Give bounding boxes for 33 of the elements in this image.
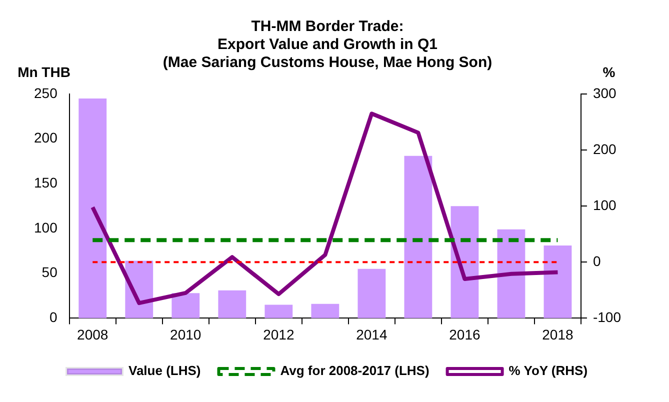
x-tick-label: 2018	[542, 326, 574, 342]
x-tick-label: 2014	[356, 326, 388, 342]
bar	[172, 293, 200, 318]
x-tick-label: 2010	[170, 326, 202, 342]
y-tick-label: 200	[34, 130, 58, 146]
bar	[311, 304, 340, 318]
legend-label: Avg for 2008-2017 (LHS)	[280, 363, 430, 378]
legend-label: % YoY (RHS)	[508, 363, 588, 378]
bar	[218, 290, 246, 318]
y2-axis-title: %	[602, 64, 616, 80]
y-tick-label: 100	[34, 219, 58, 236]
bar	[450, 206, 479, 318]
y2-tick-label: 300	[592, 84, 617, 101]
y-tick-label: 50	[42, 264, 58, 280]
x-tick-label: 2012	[263, 326, 294, 342]
y-tick-label: 150	[34, 174, 58, 191]
y2-tick-label: 200	[592, 140, 617, 157]
bar	[497, 229, 526, 318]
bar	[404, 156, 432, 318]
x-tick-label: 2008	[77, 326, 108, 342]
legend-label: Value (LHS)	[128, 363, 201, 378]
y2-tick-label: 100	[592, 196, 617, 213]
bar	[264, 304, 293, 318]
chart-title: TH-MM Border Trade: Export Value and Growth in Q1 (Mae Sariang Customs House, Mae Hong Son)	[162, 18, 492, 72]
bar	[358, 268, 386, 318]
x-tick-label: 2016	[449, 326, 480, 342]
bar	[78, 98, 107, 318]
y-axis-title: Mn THB	[18, 64, 70, 80]
bar	[544, 246, 572, 318]
y-tick-label: 250	[34, 84, 58, 101]
y2-tick-label: 0	[592, 253, 601, 270]
y-tick-label: 0	[50, 309, 58, 326]
y2-tick-label: -100	[592, 309, 622, 326]
